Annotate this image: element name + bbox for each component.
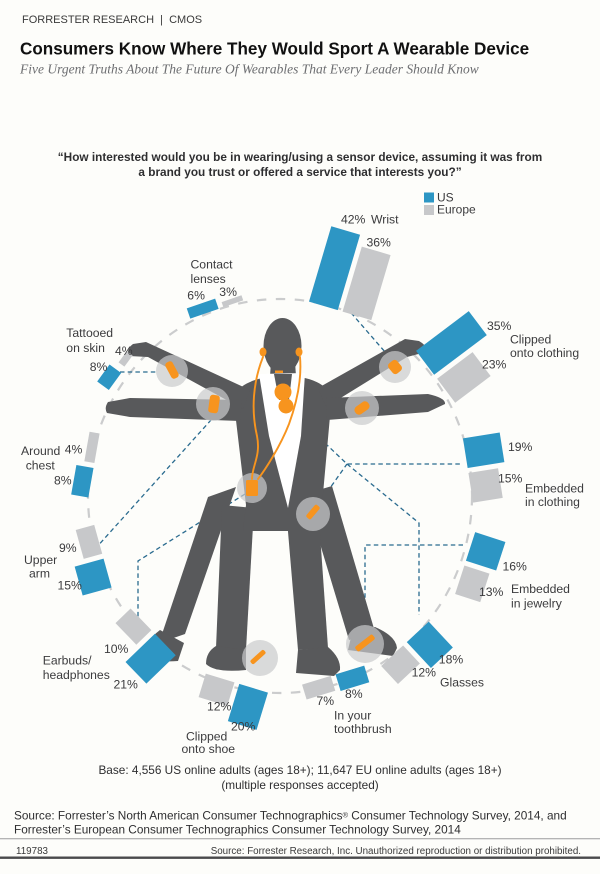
svg-text:Europe: Europe (437, 203, 476, 217)
svg-text:Embedded: Embedded (525, 482, 584, 496)
svg-text:36%: 36% (367, 236, 392, 250)
svg-text:arm: arm (29, 567, 50, 581)
svg-text:(multiple responses accepted): (multiple responses accepted) (221, 778, 378, 792)
svg-text:Contact: Contact (191, 257, 234, 271)
svg-text:Five Urgent Truths About The F: Five Urgent Truths About The Future Of W… (19, 62, 479, 77)
svg-text:Base: 4,556 US online adults (: Base: 4,556 US online adults (ages 18+);… (98, 763, 501, 777)
svg-text:“How interested would you be i: “How interested would you be in wearing/… (58, 150, 542, 164)
svg-text:12%: 12% (207, 700, 232, 714)
svg-text:Source: Forrester’s North Amer: Source: Forrester’s North American Consu… (14, 809, 567, 823)
svg-text:119783: 119783 (16, 846, 49, 857)
svg-text:onto clothing: onto clothing (510, 346, 579, 360)
svg-text:in jewelry: in jewelry (511, 597, 563, 611)
svg-text:Forrester’s European Consumer: Forrester’s European Consumer Technograp… (14, 823, 461, 837)
svg-text:15%: 15% (498, 472, 523, 486)
svg-text:15%: 15% (58, 579, 83, 593)
svg-text:FORRESTER RESEARCH | CMOS: FORRESTER RESEARCH | CMOS (22, 14, 202, 26)
svg-text:8%: 8% (90, 360, 108, 374)
svg-text:21%: 21% (114, 678, 139, 692)
svg-text:Consumers Know Where They Woul: Consumers Know Where They Would Sport A … (20, 40, 529, 59)
svg-text:lenses: lenses (191, 272, 226, 286)
svg-text:16%: 16% (503, 560, 528, 574)
svg-text:headphones: headphones (43, 668, 110, 682)
svg-text:Earbuds/: Earbuds/ (43, 654, 92, 668)
svg-text:toothbrush: toothbrush (334, 722, 392, 736)
svg-text:Upper: Upper (24, 553, 57, 567)
svg-text:Clipped: Clipped (186, 730, 227, 744)
svg-text:23%: 23% (482, 358, 507, 372)
svg-text:4%: 4% (65, 443, 83, 457)
svg-text:on skin: on skin (66, 341, 105, 355)
svg-text:9%: 9% (59, 541, 77, 555)
svg-text:a brand you trust or offered a: a brand you trust or offered a service t… (138, 165, 461, 179)
svg-text:4%: 4% (115, 344, 133, 358)
svg-text:12%: 12% (412, 666, 437, 680)
svg-text:10%: 10% (104, 642, 129, 656)
svg-text:Source: Forrester Research, In: Source: Forrester Research, Inc. Unautho… (211, 846, 581, 857)
svg-text:6%: 6% (187, 289, 205, 303)
svg-text:42%: 42% (341, 213, 366, 227)
svg-text:8%: 8% (54, 474, 72, 488)
svg-text:18%: 18% (439, 653, 464, 667)
svg-text:Around: Around (21, 444, 60, 458)
svg-text:3%: 3% (219, 285, 237, 299)
svg-text:in clothing: in clothing (525, 495, 580, 509)
svg-text:20%: 20% (231, 720, 256, 734)
svg-text:onto shoe: onto shoe (182, 742, 236, 756)
svg-text:Wrist: Wrist (371, 213, 399, 227)
svg-text:Glasses: Glasses (440, 676, 484, 690)
svg-text:19%: 19% (508, 440, 533, 454)
svg-text:13%: 13% (479, 585, 504, 599)
svg-text:Clipped: Clipped (510, 333, 551, 347)
svg-text:7%: 7% (317, 694, 335, 708)
svg-text:35%: 35% (487, 319, 512, 333)
svg-text:US: US (437, 191, 454, 205)
svg-text:Embedded: Embedded (511, 582, 570, 596)
svg-text:chest: chest (26, 459, 56, 473)
svg-text:8%: 8% (345, 687, 363, 701)
svg-text:In your: In your (334, 709, 371, 723)
svg-text:Tattooed: Tattooed (66, 326, 113, 340)
